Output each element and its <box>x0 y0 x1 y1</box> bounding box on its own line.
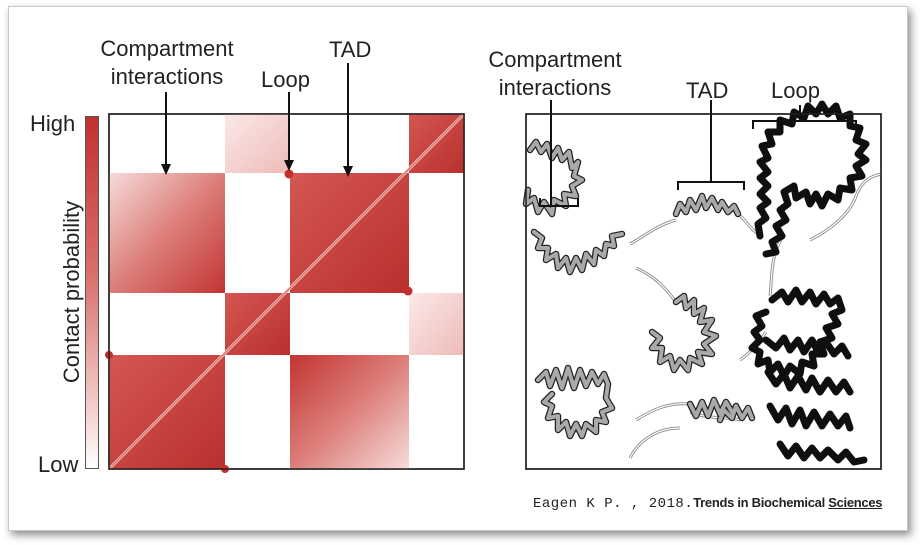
citation: Eagen K P. , 2018.Trends in Biochemical … <box>533 494 883 512</box>
tad-block-3 <box>290 173 409 293</box>
compartment-block-faint-top <box>225 114 290 173</box>
tad-block-2 <box>225 293 290 355</box>
right-tad-label: TAD <box>686 78 729 103</box>
colorbar-low-label: Low <box>38 452 79 477</box>
loop-dot <box>284 169 294 179</box>
right-compartment-label-line2: interactions <box>498 75 612 100</box>
right-loop-label: Loop <box>771 78 820 103</box>
compartment-label-line1: Compartment <box>100 36 234 61</box>
compartment-block-lower-right <box>290 355 409 469</box>
right-annotation-brackets <box>539 100 857 207</box>
compartment-block-upper-left <box>109 173 225 293</box>
chromatin-schematic <box>522 100 882 470</box>
left-annotation-arrows <box>161 63 353 177</box>
right-compartment-label-line1: Compartment <box>488 47 622 72</box>
citation-author: Eagen K P. , 2018. <box>533 496 694 512</box>
contact-matrix <box>105 112 466 473</box>
citation-journal: Trends in Biochemical Sciences <box>693 495 883 510</box>
compartment-label-line2: interactions <box>110 64 224 89</box>
colorbar <box>85 116 99 469</box>
tad-label: TAD <box>329 37 372 62</box>
loop-label: Loop <box>261 67 310 92</box>
compartment-block-faint-right <box>409 293 464 355</box>
colorbar-high-label: High <box>30 111 76 136</box>
loop-dot <box>403 286 413 296</box>
